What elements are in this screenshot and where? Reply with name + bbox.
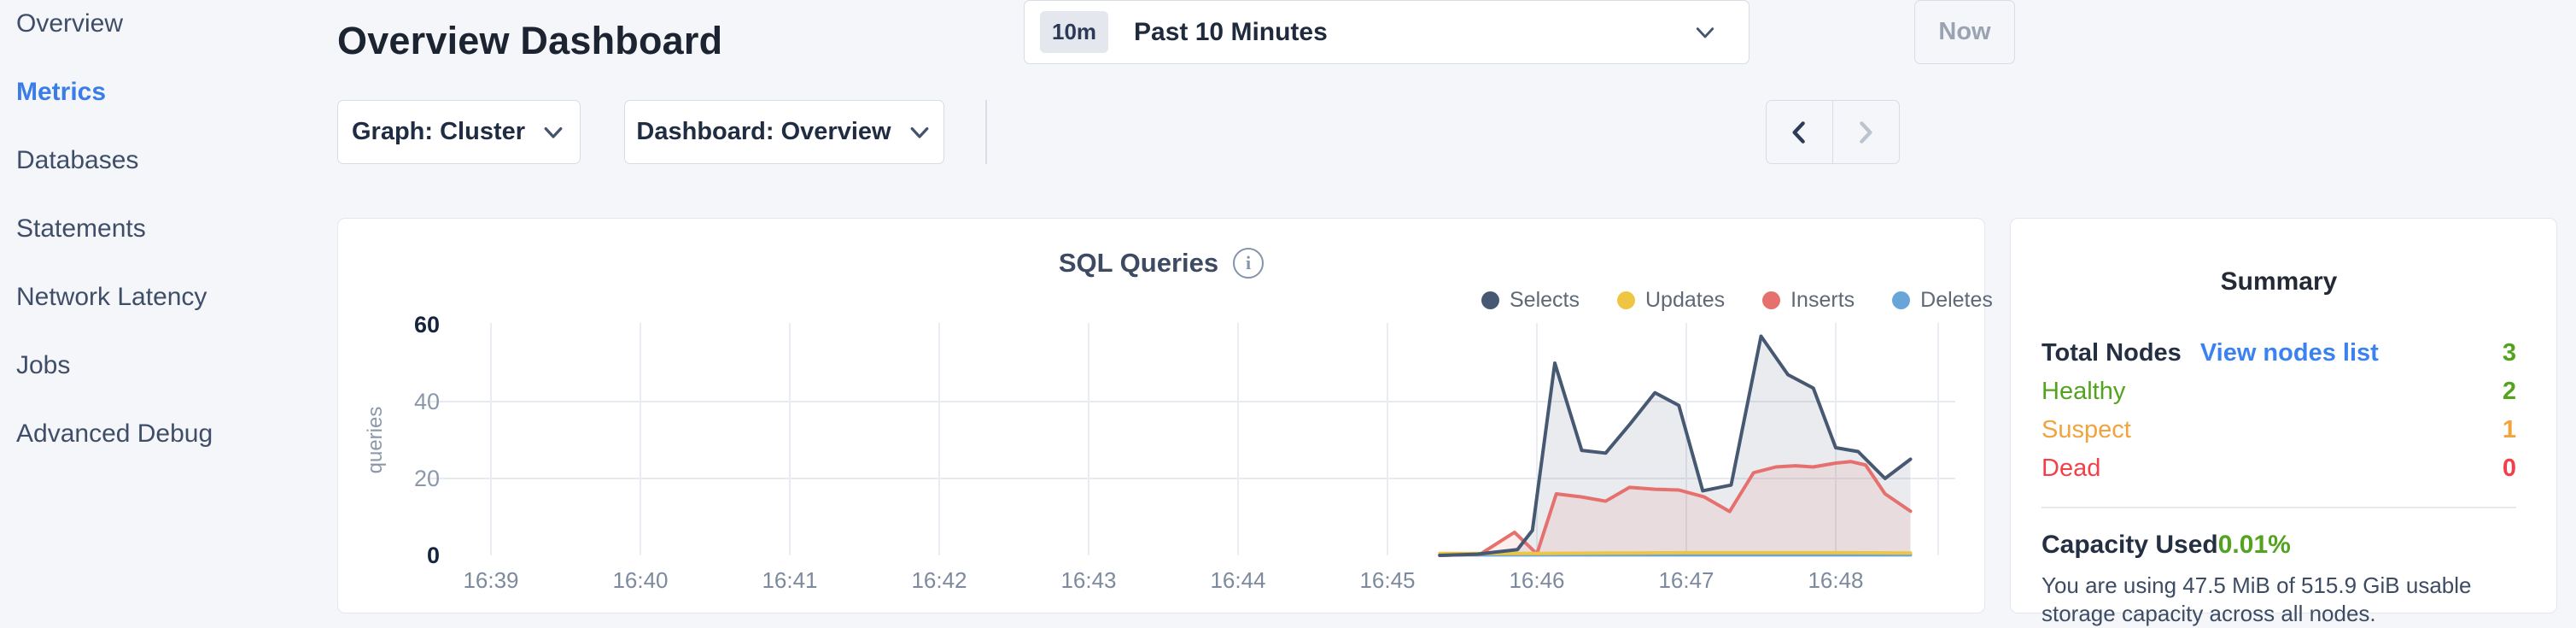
total-nodes-value: 3: [2502, 339, 2516, 367]
graph-scope-dropdown[interactable]: Graph: Cluster: [337, 100, 581, 164]
chevron-left-icon[interactable]: [1767, 101, 1833, 163]
legend-label: Updates: [1644, 288, 1726, 312]
healthy-value: 2: [2502, 378, 2516, 405]
controls-divider: [985, 100, 987, 164]
dead-row: Dead 0: [2042, 449, 2516, 488]
chevron-right-icon[interactable]: [1833, 101, 1900, 163]
legend-item-inserts: Inserts: [1762, 288, 1855, 313]
chart-title: SQL Queries: [1058, 248, 1219, 278]
sidebar-item-metrics[interactable]: Metrics: [16, 78, 107, 106]
info-icon[interactable]: i: [1233, 248, 1265, 279]
time-range-label: Past 10 Minutes: [1134, 17, 1328, 46]
healthy-label: Healthy: [2042, 378, 2126, 405]
sidebar-item-overview[interactable]: Overview: [16, 9, 124, 38]
chevron-down-icon: [540, 120, 566, 145]
legend-label: Inserts: [1790, 288, 1855, 312]
legend-item-selects: Selects: [1481, 288, 1580, 313]
dead-value: 0: [2502, 455, 2516, 482]
updates-dot-icon: [1616, 291, 1635, 309]
selects-dot-icon: [1481, 291, 1499, 309]
summary-title: Summary: [2220, 267, 2338, 296]
time-range-selector[interactable]: 10m Past 10 Minutes: [1024, 0, 1749, 64]
dead-label: Dead: [2042, 455, 2101, 482]
sidebar-item-network-latency[interactable]: Network Latency: [16, 283, 207, 311]
healthy-row: Healthy 2: [2042, 373, 2516, 411]
legend-item-deletes: Deletes: [1892, 288, 1993, 313]
page-title: Overview Dashboard: [337, 19, 723, 62]
legend-label: Deletes: [1920, 288, 1993, 312]
chevron-down-icon: [907, 120, 932, 145]
inserts-dot-icon: [1762, 291, 1781, 309]
total-nodes-label: Total Nodes: [2042, 339, 2182, 367]
chart-legend: Selects Updates Inserts Deletes: [1481, 288, 1993, 313]
capacity-label: Capacity Used: [2042, 531, 2218, 559]
sidebar-nav: Overview Metrics Databases Statements Ne…: [0, 0, 336, 468]
legend-label: Selects: [1510, 288, 1580, 312]
chart-header: SQL Queries i: [337, 248, 1985, 279]
capacity-description: You are using 47.5 MiB of 515.9 GiB usab…: [2042, 572, 2472, 626]
now-button[interactable]: Now: [1914, 0, 2015, 64]
sidebar-item-jobs[interactable]: Jobs: [16, 351, 71, 379]
summary-card: Summary Total Nodes View nodes list 3 He…: [2010, 218, 2557, 626]
dashboard-dropdown[interactable]: Dashboard: Overview: [624, 100, 944, 164]
chevron-down-icon: [1692, 20, 1718, 45]
view-nodes-list-link[interactable]: View nodes list: [2199, 339, 2379, 367]
main-content: Overview Dashboard Graph: Cluster Dashbo…: [336, 0, 2576, 626]
suspect-value: 1: [2502, 416, 2516, 443]
suspect-row: Suspect 1: [2042, 411, 2516, 449]
time-step-buttons: [1766, 100, 1900, 164]
sidebar-item-advanced-debug[interactable]: Advanced Debug: [16, 420, 213, 448]
suspect-label: Suspect: [2042, 416, 2131, 443]
sidebar-item-databases[interactable]: Databases: [16, 146, 139, 174]
dashboard-label: Dashboard: Overview: [636, 118, 891, 145]
graph-scope-label: Graph: Cluster: [351, 118, 526, 145]
capacity-row: Capacity Used 0.01%: [2042, 531, 2516, 560]
capacity-value: 0.01%: [2217, 531, 2291, 559]
summary-divider: [2042, 507, 2516, 508]
sidebar: Overview Metrics Databases Statements Ne…: [0, 0, 336, 624]
deletes-dot-icon: [1892, 291, 1911, 309]
sidebar-item-statements[interactable]: Statements: [16, 214, 146, 243]
time-range-badge: 10m: [1040, 11, 1109, 53]
legend-item-updates: Updates: [1616, 288, 1726, 313]
total-nodes-row: Total Nodes View nodes list 3: [2042, 334, 2516, 373]
